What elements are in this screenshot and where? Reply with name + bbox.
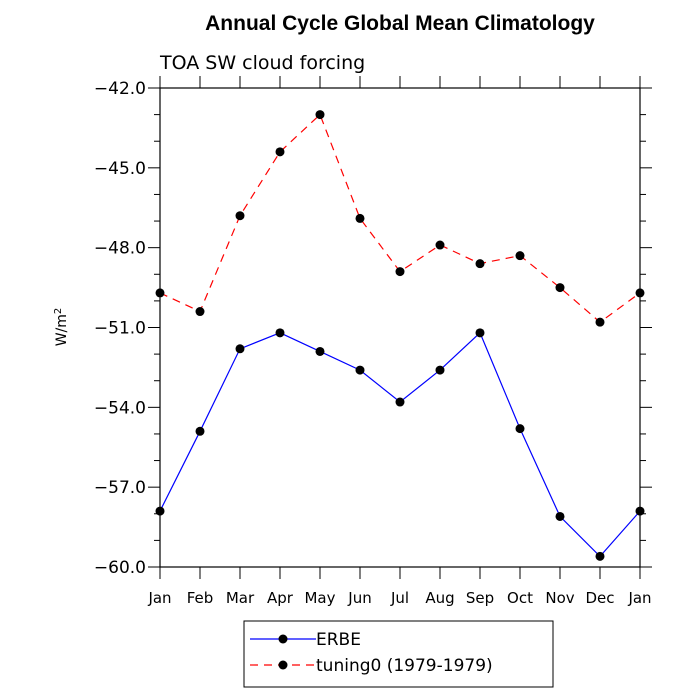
series-0-point [395, 397, 405, 407]
y-tick-label: −45.0 [94, 159, 146, 179]
x-tick-label: Jan [147, 589, 171, 607]
series-0-point [315, 346, 325, 356]
legend: ERBE tuning0 (1979-1979) [243, 620, 554, 688]
series-0-point [435, 365, 445, 375]
series-0-point [475, 328, 485, 338]
x-tick-label: Nov [545, 589, 574, 607]
series-layer [155, 110, 645, 561]
chart-subtitle: TOA SW cloud forcing [159, 52, 365, 74]
series-1-point [475, 259, 485, 269]
series-1-point [515, 251, 525, 261]
series-line-0 [159, 331, 641, 558]
series-0-point [355, 365, 365, 375]
legend-label-erbe: ERBE [316, 630, 361, 650]
legend-marker-tuning0 [278, 660, 288, 670]
x-tick-label: Dec [585, 589, 614, 607]
y-axis-label: W/m2 [53, 308, 70, 347]
x-axis: Jan Feb Mar Apr May Jun Jul Aug Sep Oct Nov Dec Jan [147, 76, 652, 607]
series-0-point [555, 511, 565, 521]
y-tick-label: −60.0 [94, 558, 146, 578]
series-1-point [395, 267, 405, 277]
series-0-point [515, 424, 525, 434]
y-axis-label-sup: 2 [53, 308, 64, 314]
series-0-point [235, 344, 245, 354]
series-0-point [635, 506, 645, 516]
series-1-point [635, 288, 645, 298]
series-1-point [355, 213, 365, 223]
x-tick-label: Oct [507, 589, 533, 607]
series-0-point [275, 328, 285, 338]
x-tick-label: Mar [226, 589, 255, 607]
x-tick-label: Jun [347, 589, 371, 607]
x-tick-label: Apr [267, 589, 294, 607]
x-tick-label: Jul [390, 589, 409, 607]
y-tick-label: −57.0 [94, 478, 146, 498]
series-1-point [595, 317, 605, 327]
series-1-point [435, 240, 445, 250]
series-1-point [235, 211, 245, 221]
series-1-point [315, 110, 325, 120]
y-tick-label: −42.0 [94, 79, 146, 99]
y-tick-label: −51.0 [94, 319, 146, 339]
y-tick-label: −54.0 [94, 398, 146, 418]
legend-box [243, 620, 554, 688]
y-axis-label-text: W/m [54, 314, 70, 346]
y-tick-label: −48.0 [94, 239, 146, 259]
series-line-1 [159, 113, 641, 323]
y-axis: −42.0 −45.0 −48.0 −51.0 −54.0 −57.0 −60.0 [94, 79, 652, 578]
x-tick-label: May [304, 589, 335, 607]
series-1-point [275, 147, 285, 157]
series-1-point [155, 288, 165, 298]
series-1-point [195, 307, 205, 317]
x-tick-label: Sep [466, 589, 494, 607]
legend-label-tuning0: tuning0 (1979-1979) [316, 656, 493, 676]
plot-frame [159, 87, 641, 568]
series-0-point [195, 426, 205, 436]
chart-title: Annual Cycle Global Mean Climatology [205, 12, 595, 35]
legend-marker-erbe [278, 634, 288, 644]
x-tick-label: Jan [627, 589, 651, 607]
x-tick-label: Aug [425, 589, 454, 607]
x-tick-label: Feb [187, 589, 214, 607]
series-0-point [595, 551, 605, 561]
series-0-point [155, 506, 165, 516]
series-1-point [555, 283, 565, 293]
